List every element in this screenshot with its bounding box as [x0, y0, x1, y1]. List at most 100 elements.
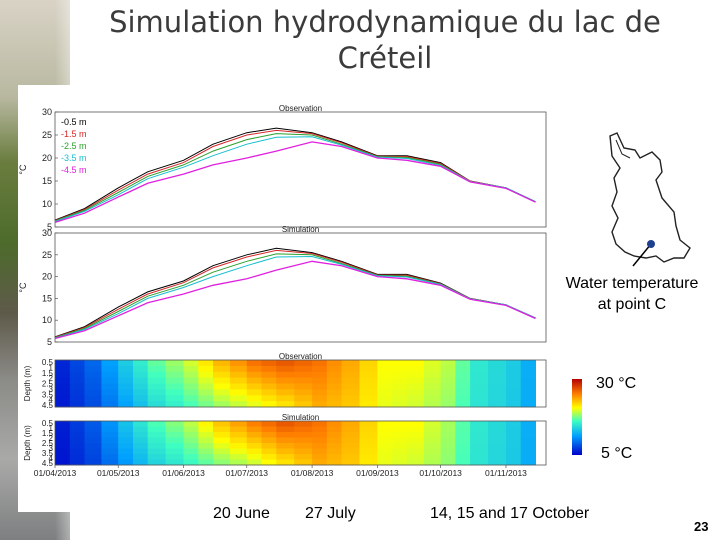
heat-cell-3 — [359, 371, 378, 379]
heat-cell-4 — [198, 459, 214, 466]
heat-cell-3 — [294, 401, 313, 408]
heat-cell-3 — [69, 371, 86, 379]
y-tick-label-2: 25 — [42, 250, 52, 260]
heat-cell-4 — [229, 443, 248, 449]
heat-cell-4 — [455, 443, 471, 449]
heat-cell-3 — [261, 401, 277, 408]
heat-cell-4 — [312, 432, 328, 438]
heat-cell-4 — [261, 443, 277, 449]
heat-cell-4 — [341, 448, 360, 455]
heat-cell-3 — [118, 377, 134, 384]
heat-cell-3 — [326, 383, 343, 390]
heat-cell-4 — [213, 443, 231, 449]
line-plot-frame-2 — [54, 232, 547, 343]
title-line-2: Créteil — [337, 41, 433, 75]
heat-cell-3 — [423, 389, 442, 396]
heat-cell-3 — [294, 395, 313, 402]
heat-cell-3 — [488, 395, 507, 402]
heat-cell-4 — [377, 443, 393, 449]
heat-cell-3 — [147, 389, 167, 396]
heat-cell-3 — [326, 360, 343, 367]
heat-cell-3 — [359, 377, 378, 384]
heat-cell-4 — [341, 437, 360, 444]
heat-cell-3 — [423, 383, 442, 390]
heat-cell-4 — [455, 454, 471, 460]
heat-cell-4 — [229, 454, 248, 460]
heat-cell-4 — [506, 426, 522, 433]
heat-cell-3 — [470, 383, 489, 390]
heat-cell-4 — [198, 443, 214, 449]
event-label-july: 27 July — [305, 505, 356, 522]
heatmap-ytick-label-4: 4.5 — [42, 459, 54, 468]
heat-cell-3 — [101, 383, 119, 390]
heat-cell-4 — [133, 443, 149, 449]
heat-cell-3 — [69, 395, 86, 402]
heat-cell-3 — [312, 371, 328, 379]
heat-cell-4 — [423, 454, 442, 460]
heat-cell-4 — [147, 432, 167, 438]
heat-cell-3 — [455, 365, 471, 373]
heat-cell-3 — [55, 377, 71, 384]
heatmap-title-3: Observation — [279, 352, 322, 361]
legend-entry-2: -2.5 m — [61, 141, 87, 151]
heat-cell-4 — [213, 426, 231, 433]
heat-cell-4 — [133, 448, 149, 455]
heat-cell-4 — [213, 448, 231, 455]
observation-line-chart: Observation °C 5 10 15 20 25 30 -0.5 m -1.5 m -2.5… — [18, 104, 547, 232]
line-plot-title-1: Observation — [279, 104, 322, 113]
y-tick-label-1: 20 — [42, 153, 52, 163]
legend-entry-1: -1.5 m — [61, 129, 87, 139]
heat-cell-3 — [165, 371, 184, 379]
heatmap-ylabel-3: Depth (m) — [23, 365, 32, 401]
heat-cell-4 — [423, 426, 442, 433]
heat-cell-4 — [326, 454, 343, 460]
point-c-pointer — [632, 243, 652, 267]
heat-cell-4 — [392, 448, 408, 455]
heat-cell-4 — [165, 432, 184, 438]
heat-cell-3 — [118, 395, 134, 402]
heat-cell-4 — [276, 448, 295, 455]
heat-cell-3 — [520, 401, 536, 408]
heat-cell-3 — [133, 383, 149, 390]
heat-cell-4 — [470, 448, 489, 455]
heat-cell-3 — [488, 401, 507, 408]
heat-cell-4 — [506, 432, 522, 438]
heat-cell-3 — [406, 377, 425, 384]
heat-cell-4 — [359, 443, 378, 449]
heat-cell-4 — [423, 432, 442, 438]
heat-cell-3 — [294, 360, 313, 367]
heat-cell-4 — [165, 459, 184, 466]
y-tick-label-2: 10 — [42, 315, 52, 325]
heat-cell-4 — [392, 421, 408, 427]
heat-cell-3 — [359, 395, 378, 402]
heat-cell-4 — [406, 437, 425, 444]
heat-cell-3 — [520, 365, 536, 373]
heat-cell-3 — [423, 371, 442, 379]
heat-cell-4 — [165, 437, 184, 444]
heat-cell-4 — [101, 443, 119, 449]
heat-cell-3 — [506, 389, 522, 396]
heat-cell-4 — [455, 432, 471, 438]
heat-cell-3 — [213, 360, 231, 367]
heat-cell-3 — [147, 377, 167, 384]
heat-cell-3 — [198, 360, 214, 367]
heat-cell-4 — [359, 459, 378, 466]
heat-cell-3 — [455, 371, 471, 379]
heat-cell-3 — [246, 371, 263, 379]
heat-cell-4 — [470, 426, 489, 433]
heat-cell-3 — [312, 360, 328, 367]
heat-cell-3 — [69, 383, 86, 390]
heat-cell-4 — [520, 443, 536, 449]
heat-cell-4 — [276, 454, 295, 460]
x-tick-label: 01/09/2013 — [356, 468, 399, 478]
heat-cell-3 — [276, 401, 295, 408]
heat-cell-3 — [312, 401, 328, 408]
heat-cell-3 — [198, 371, 214, 379]
heat-cell-3 — [406, 371, 425, 379]
heat-cell-3 — [55, 383, 71, 390]
x-tick-label: 01/08/2013 — [291, 468, 334, 478]
heat-cell-4 — [261, 454, 277, 460]
series-line-45m-1 — [54, 141, 536, 224]
